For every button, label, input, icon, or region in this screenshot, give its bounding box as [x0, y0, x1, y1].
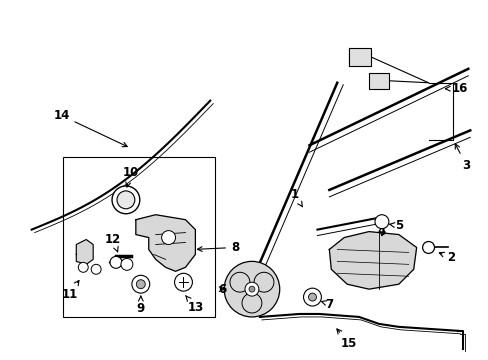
Text: 3: 3	[454, 144, 469, 172]
Text: 15: 15	[336, 329, 357, 350]
Text: 6: 6	[218, 283, 226, 296]
Circle shape	[112, 186, 140, 214]
Text: 14: 14	[53, 109, 127, 147]
Circle shape	[121, 258, 133, 270]
Text: 7: 7	[321, 297, 333, 311]
Text: 11: 11	[61, 280, 79, 301]
Text: 2: 2	[438, 251, 454, 264]
Polygon shape	[328, 231, 416, 289]
Bar	[348, 48, 370, 66]
Circle shape	[254, 272, 273, 292]
Text: 9: 9	[137, 296, 144, 315]
Text: 10: 10	[122, 166, 139, 187]
Text: 8: 8	[197, 241, 239, 254]
Circle shape	[174, 273, 192, 291]
Bar	[63, 157, 215, 317]
Circle shape	[242, 293, 262, 313]
Text: 4: 4	[377, 225, 385, 238]
Text: 12: 12	[105, 233, 121, 252]
Circle shape	[244, 282, 258, 296]
Bar	[368, 73, 388, 89]
Circle shape	[136, 280, 145, 289]
Circle shape	[422, 242, 434, 253]
Text: 1: 1	[290, 188, 302, 207]
Circle shape	[224, 261, 279, 317]
Circle shape	[374, 215, 388, 229]
Circle shape	[91, 264, 101, 274]
Circle shape	[117, 191, 135, 209]
Circle shape	[248, 286, 254, 292]
Circle shape	[110, 256, 122, 268]
Circle shape	[308, 293, 316, 301]
Text: 13: 13	[185, 296, 203, 314]
Polygon shape	[136, 215, 195, 271]
Text: 5: 5	[388, 219, 402, 232]
Circle shape	[162, 231, 175, 244]
Circle shape	[132, 275, 149, 293]
Circle shape	[229, 272, 249, 292]
Text: 16: 16	[445, 82, 468, 95]
Polygon shape	[76, 239, 93, 264]
Circle shape	[78, 262, 88, 272]
Circle shape	[303, 288, 321, 306]
